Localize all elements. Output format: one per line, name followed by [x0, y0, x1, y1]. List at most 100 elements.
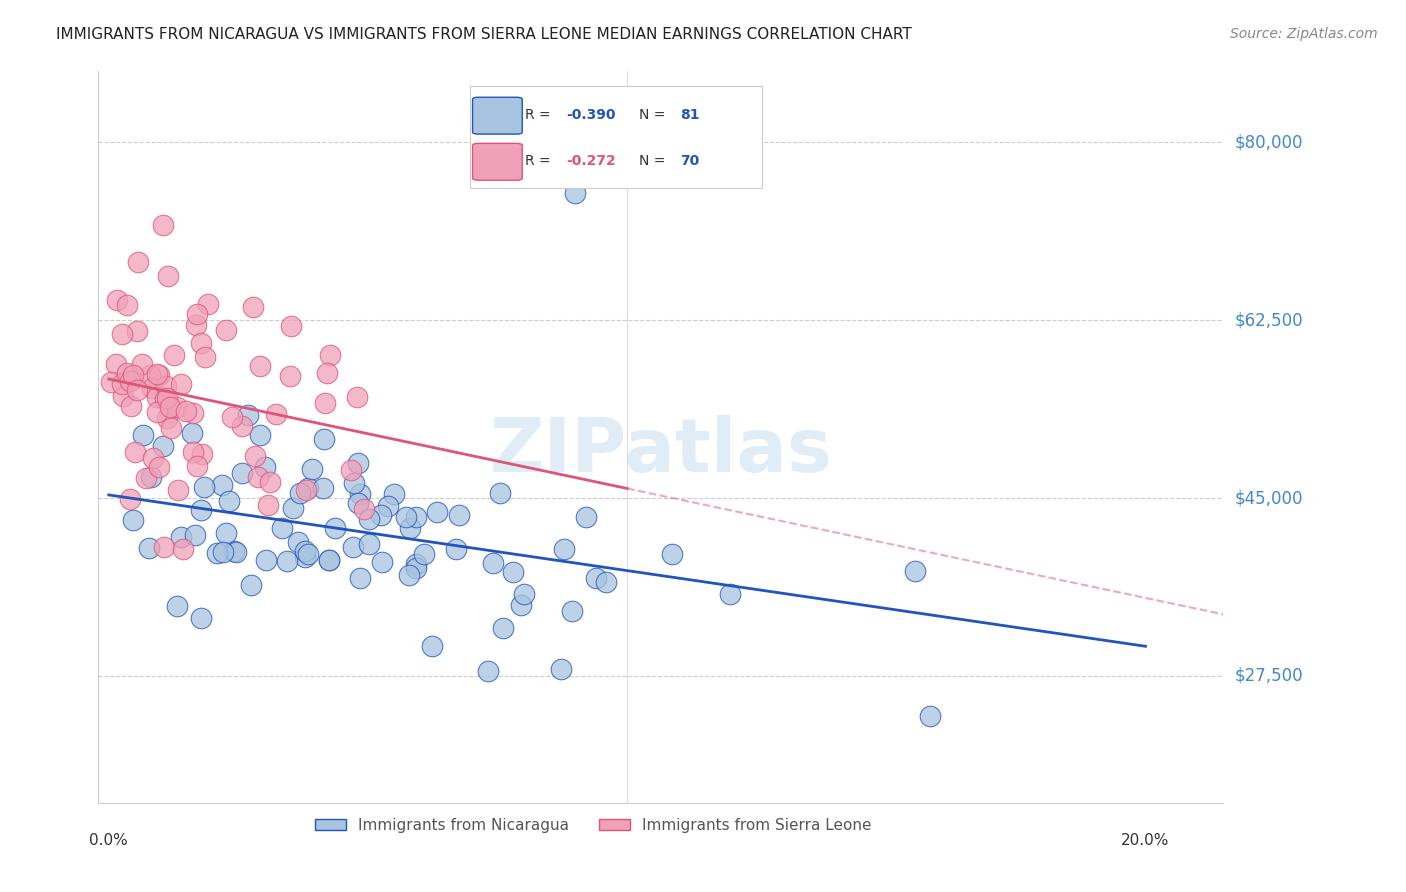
Point — [325, 521, 347, 535]
Point — [347, 496, 370, 510]
Point — [370, 508, 392, 522]
Point — [215, 525, 238, 540]
Point — [398, 521, 420, 535]
Point — [247, 470, 270, 484]
Point — [259, 475, 281, 490]
Point — [148, 368, 170, 382]
Point — [595, 575, 617, 590]
Point — [121, 368, 143, 382]
Point — [359, 537, 381, 551]
Point — [174, 403, 197, 417]
Point — [141, 470, 163, 484]
Point — [170, 530, 193, 544]
Text: 0.0%: 0.0% — [90, 833, 128, 848]
Point — [118, 374, 141, 388]
Point — [184, 318, 207, 332]
Point — [242, 300, 264, 314]
Point — [152, 439, 174, 453]
Point — [131, 357, 153, 371]
Point — [100, 376, 122, 390]
Point — [170, 376, 193, 391]
Point — [181, 425, 204, 440]
Point — [181, 445, 204, 459]
Point — [105, 293, 128, 307]
Point — [377, 500, 399, 514]
Point — [221, 410, 243, 425]
Point — [510, 598, 533, 612]
Point — [271, 521, 294, 535]
Point — [585, 570, 607, 584]
Point — [477, 664, 499, 678]
Point — [122, 513, 145, 527]
Point — [349, 487, 371, 501]
Point — [117, 298, 139, 312]
Point — [918, 709, 941, 723]
Point — [398, 568, 420, 582]
Point — [159, 400, 181, 414]
Point — [264, 407, 287, 421]
Point — [447, 508, 470, 523]
Point — [661, 547, 683, 561]
Point — [276, 554, 298, 568]
Legend: Immigrants from Nicaragua, Immigrants from Sierra Leone: Immigrants from Nicaragua, Immigrants fr… — [309, 812, 877, 839]
Point — [297, 547, 319, 561]
Point — [550, 661, 572, 675]
Point — [513, 586, 536, 600]
Point — [561, 604, 583, 618]
Point — [111, 389, 134, 403]
Point — [295, 483, 318, 497]
Text: 20.0%: 20.0% — [1121, 833, 1170, 848]
Point — [904, 564, 927, 578]
Point — [314, 395, 336, 409]
Point — [347, 456, 370, 470]
Point — [254, 459, 277, 474]
Point — [502, 565, 524, 579]
Point — [156, 411, 179, 425]
Point — [115, 366, 138, 380]
Text: $80,000: $80,000 — [1234, 134, 1303, 152]
Point — [190, 611, 212, 625]
Point — [249, 359, 271, 374]
Point — [294, 550, 316, 565]
Point — [160, 421, 183, 435]
Point — [142, 450, 165, 465]
Point — [553, 541, 575, 556]
Point — [426, 504, 449, 518]
Point — [254, 553, 277, 567]
Point — [489, 486, 512, 500]
Point — [281, 501, 304, 516]
Point — [316, 366, 339, 380]
Point — [153, 392, 176, 406]
Point — [311, 482, 333, 496]
Point — [146, 405, 169, 419]
Point — [243, 449, 266, 463]
Point — [359, 512, 381, 526]
Point — [145, 367, 167, 381]
Point — [152, 218, 174, 232]
Point — [156, 269, 179, 284]
Point — [257, 498, 280, 512]
Point — [342, 540, 364, 554]
Point — [420, 639, 443, 653]
Point — [318, 348, 340, 362]
Point — [156, 391, 179, 405]
Point — [405, 510, 427, 524]
Text: Source: ZipAtlas.com: Source: ZipAtlas.com — [1230, 27, 1378, 41]
Point — [575, 510, 598, 524]
Point — [127, 383, 149, 397]
Point — [141, 381, 163, 395]
Point — [135, 471, 157, 485]
Point — [153, 540, 176, 554]
Point — [297, 481, 319, 495]
Point — [349, 571, 371, 585]
Point — [239, 578, 262, 592]
Text: IMMIGRANTS FROM NICARAGUA VS IMMIGRANTS FROM SIERRA LEONE MEDIAN EARNINGS CORREL: IMMIGRANTS FROM NICARAGUA VS IMMIGRANTS … — [56, 27, 912, 42]
Point — [395, 509, 418, 524]
Point — [186, 459, 208, 474]
Point — [148, 459, 170, 474]
Point — [111, 376, 134, 391]
Point — [127, 255, 149, 269]
Point — [288, 485, 311, 500]
Point — [718, 587, 741, 601]
Point — [342, 475, 364, 490]
